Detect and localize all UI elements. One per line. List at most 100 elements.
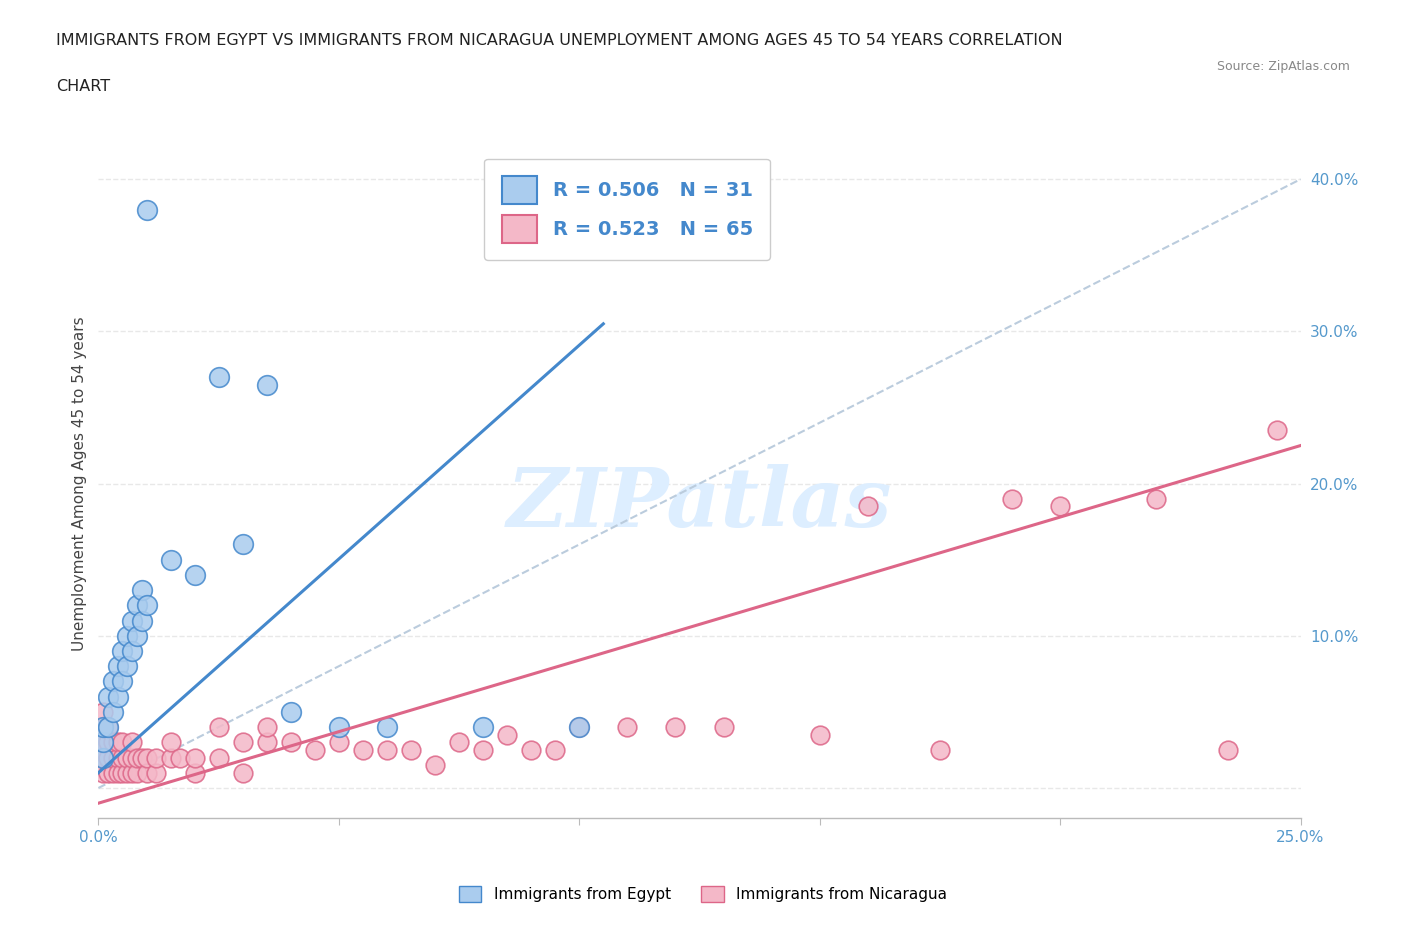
Point (208, 369, 231, 384)
Point (101, 674, 124, 689)
Point (183, 751, 205, 765)
Legend: Immigrants from Egypt, Immigrants from Nicaragua: Immigrants from Egypt, Immigrants from N… (453, 880, 953, 909)
Point (472, 720, 495, 735)
Point (568, 720, 591, 735)
Point (111, 644, 134, 658)
Point (520, 742, 543, 757)
Point (111, 765, 134, 780)
Text: IMMIGRANTS FROM EGYPT VS IMMIGRANTS FROM NICARAGUA UNEMPLOYMENT AMONG AGES 45 TO: IMMIGRANTS FROM EGYPT VS IMMIGRANTS FROM… (56, 33, 1063, 47)
Point (856, 499, 879, 514)
Point (101, 751, 124, 765)
Point (131, 613, 153, 628)
Point (183, 765, 205, 780)
Point (280, 704, 302, 719)
Point (159, 552, 181, 567)
Point (808, 727, 831, 742)
Point (928, 742, 950, 757)
Point (1001, 491, 1024, 506)
Point (256, 735, 278, 750)
Point (91, 704, 114, 719)
Point (117, 658, 139, 673)
Point (159, 751, 181, 765)
Point (125, 598, 148, 613)
Point (616, 720, 638, 735)
Point (713, 720, 735, 735)
Point (97, 720, 120, 735)
Text: Source: ZipAtlas.com: Source: ZipAtlas.com (1216, 60, 1350, 73)
Point (91, 720, 114, 735)
Point (97, 735, 120, 750)
Point (544, 742, 567, 757)
Point (97, 765, 120, 780)
Point (423, 758, 446, 773)
Point (232, 537, 254, 551)
Point (91, 720, 114, 735)
Point (101, 735, 124, 750)
Point (121, 751, 143, 765)
Point (107, 735, 129, 750)
Point (256, 378, 278, 392)
Point (121, 735, 143, 750)
Point (159, 735, 181, 750)
Point (447, 735, 470, 750)
Text: ZIPatlas: ZIPatlas (506, 464, 893, 544)
Point (97, 751, 120, 765)
Point (121, 765, 143, 780)
Point (117, 629, 139, 644)
Point (280, 735, 302, 750)
Point (117, 751, 139, 765)
Point (375, 742, 398, 757)
Point (107, 765, 129, 780)
Point (121, 644, 143, 658)
Point (232, 765, 254, 780)
Point (125, 629, 148, 644)
Point (568, 720, 591, 735)
Point (91, 751, 114, 765)
Point (352, 742, 374, 757)
Point (117, 765, 139, 780)
Point (135, 202, 157, 217)
Point (97, 689, 120, 704)
Point (91, 735, 114, 750)
Point (208, 720, 231, 735)
Point (111, 735, 134, 750)
Point (304, 742, 326, 757)
Point (125, 751, 148, 765)
Point (145, 751, 167, 765)
Point (111, 674, 134, 689)
Point (107, 751, 129, 765)
Point (131, 583, 153, 598)
Point (135, 598, 157, 613)
Text: CHART: CHART (56, 79, 110, 94)
Point (1218, 742, 1240, 757)
Point (1049, 499, 1071, 514)
Point (328, 720, 350, 735)
Legend: R = 0.506   N = 31, R = 0.523   N = 65: R = 0.506 N = 31, R = 0.523 N = 65 (485, 158, 770, 260)
Point (496, 727, 519, 742)
Y-axis label: Unemployment Among Ages 45 to 54 years: Unemployment Among Ages 45 to 54 years (72, 316, 87, 651)
Point (91, 765, 114, 780)
Point (664, 720, 686, 735)
Point (145, 765, 167, 780)
Point (131, 751, 153, 765)
Point (183, 567, 205, 582)
Point (121, 613, 143, 628)
Point (135, 751, 157, 765)
Point (232, 735, 254, 750)
Point (101, 765, 124, 780)
Point (91, 735, 114, 750)
Point (91, 751, 114, 765)
Point (399, 742, 422, 757)
Point (97, 720, 120, 735)
Point (328, 735, 350, 750)
Point (111, 751, 134, 765)
Point (107, 689, 129, 704)
Point (472, 742, 495, 757)
Point (1144, 491, 1167, 506)
Point (135, 765, 157, 780)
Point (208, 751, 231, 765)
Point (169, 751, 191, 765)
Point (1265, 423, 1288, 438)
Point (101, 704, 124, 719)
Point (375, 720, 398, 735)
